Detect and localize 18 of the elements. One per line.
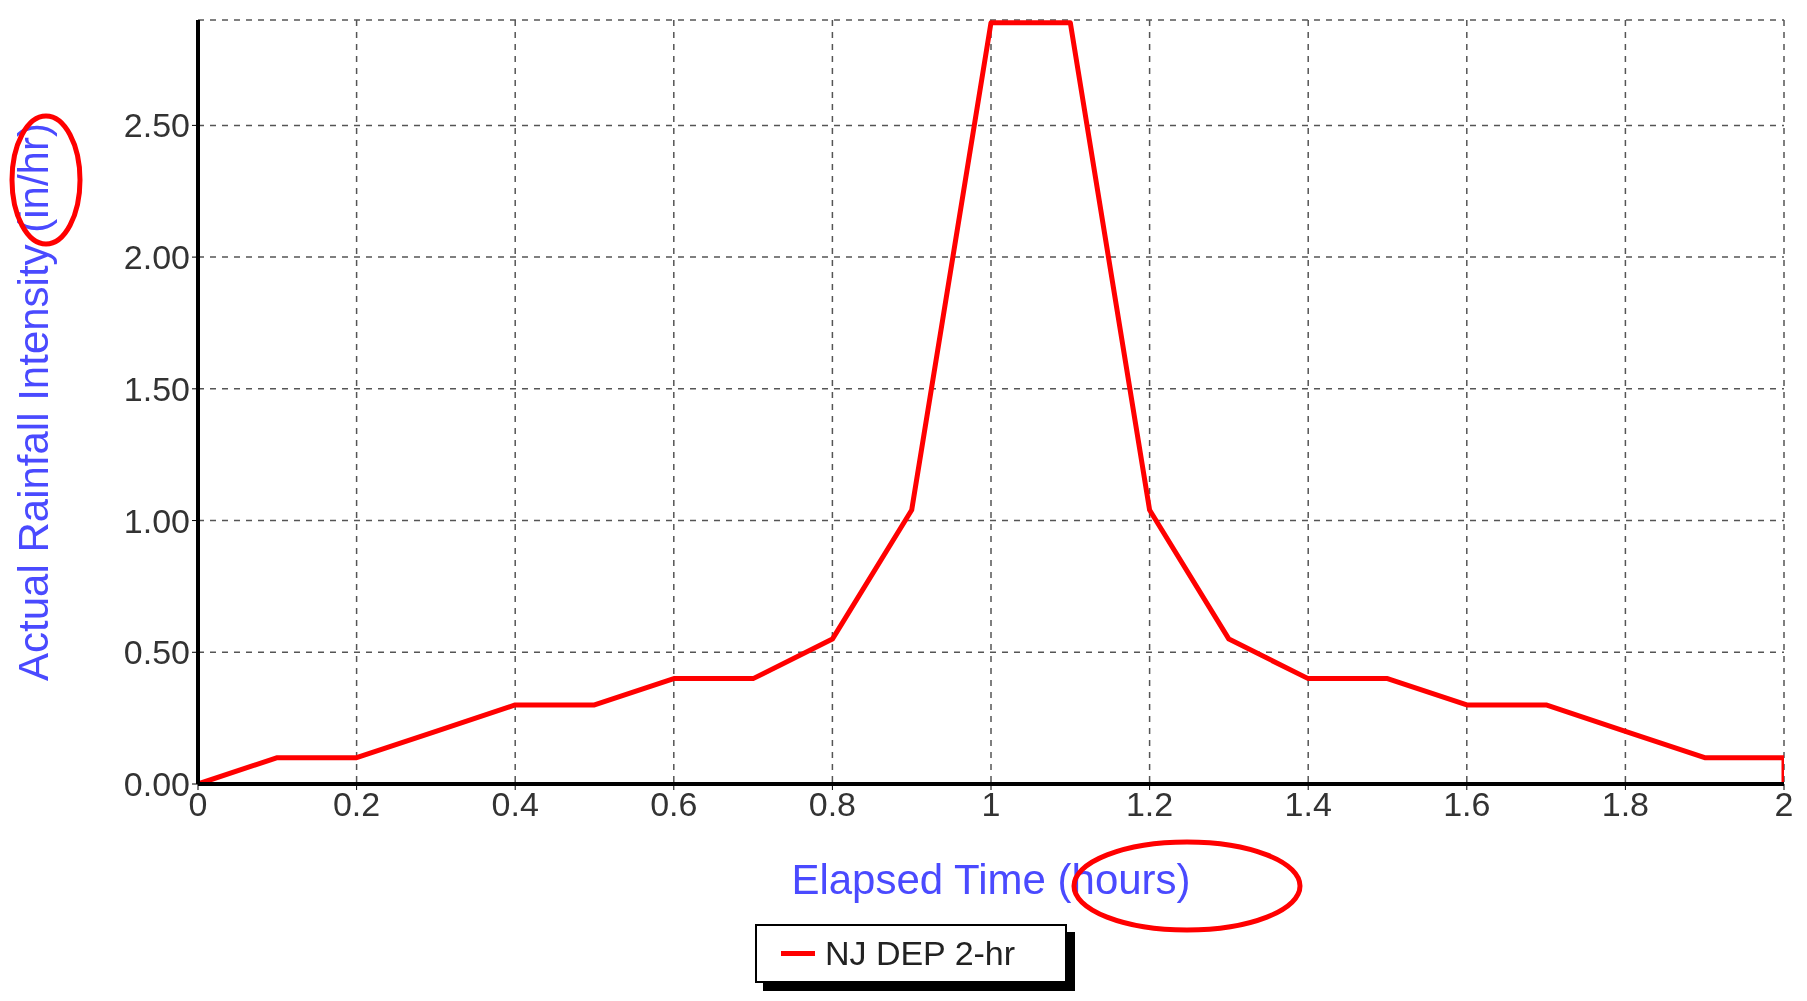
y-tick-label: 2.00 [123, 238, 190, 277]
x-tick-label: 2 [1774, 785, 1794, 824]
y-tick-label: 1.50 [123, 369, 190, 408]
x-tick-label: 0.6 [650, 785, 698, 824]
x-tick-label: 1.6 [1443, 785, 1491, 824]
y-tick-label: 0.50 [123, 633, 190, 672]
x-tick-label: 0.4 [491, 785, 539, 824]
x-tick-label: 1.8 [1601, 785, 1650, 824]
x-tick-label: 1.2 [1125, 785, 1174, 824]
x-tick-label: 0.8 [808, 785, 857, 824]
x-tick-label: 0.2 [332, 785, 381, 824]
x-tick-label: 1 [981, 785, 1001, 824]
y-tick-label: 0.00 [123, 765, 190, 804]
x-tick-label: 1.4 [1284, 785, 1332, 824]
x-tick-label: 0 [188, 785, 208, 824]
y-tick-label: 2.50 [123, 106, 190, 145]
y-tick-label: 1.00 [123, 501, 190, 540]
legend-label: NJ DEP 2-hr [824, 934, 1016, 973]
